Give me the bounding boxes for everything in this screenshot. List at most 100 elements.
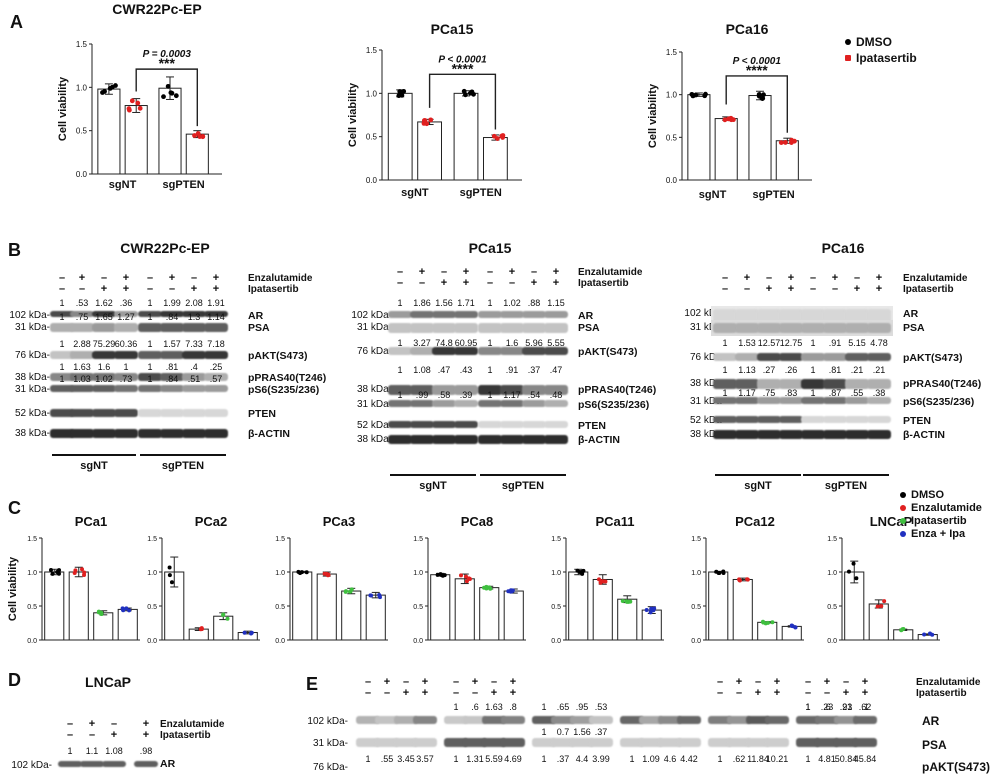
ipa-sign: + xyxy=(142,729,150,741)
treatment-label-enzalutamide: Enzalutamide xyxy=(903,273,968,284)
protein-band xyxy=(182,409,206,417)
quantification-value: .26 xyxy=(784,365,798,375)
enza-sign: – xyxy=(486,266,494,278)
molecular-weight-marker: 31 kDa- xyxy=(14,384,50,395)
legend-label: Ipatasertib xyxy=(856,51,917,65)
data-point xyxy=(765,620,770,625)
bar xyxy=(775,140,799,181)
ipatasertib-marker-icon xyxy=(900,517,906,524)
bar xyxy=(93,612,114,641)
protein-band xyxy=(410,347,434,355)
protein-band xyxy=(867,323,891,333)
protein-band xyxy=(500,311,524,318)
treatment-label-enzalutamide: Enzalutamide xyxy=(248,273,313,284)
data-point xyxy=(930,632,935,637)
protein-band xyxy=(356,738,380,747)
data-point xyxy=(756,92,762,97)
quantification-value: .21 xyxy=(872,365,886,375)
data-point xyxy=(249,630,254,635)
data-point xyxy=(491,133,497,139)
y-tick-label: 1.5 xyxy=(666,48,678,57)
bar xyxy=(68,571,89,641)
protein-band xyxy=(70,373,94,381)
protein-band xyxy=(482,738,506,747)
quantification-value: 1.09 xyxy=(642,754,660,764)
protein-band xyxy=(58,761,82,767)
quantification-value: 1.6 xyxy=(505,338,519,348)
protein-band xyxy=(853,738,877,747)
data-point xyxy=(349,587,354,592)
group-underline xyxy=(140,454,226,456)
enza-sign: – xyxy=(809,272,817,284)
enza-sign: + xyxy=(471,676,479,688)
quantification-value: 75.29 xyxy=(92,339,116,349)
data-point xyxy=(135,100,141,106)
protein-band xyxy=(182,385,206,392)
data-point xyxy=(875,604,880,609)
protein-band xyxy=(204,385,228,392)
protein-band xyxy=(478,400,502,407)
blot-pca16: PCa16– – + – – + + + – – + – – + + + Enzalutamide Ipatase… xyxy=(665,238,1000,492)
y-tick-label: 1.0 xyxy=(413,570,423,577)
bar xyxy=(641,609,662,641)
protein-band xyxy=(708,738,732,747)
data-point xyxy=(167,573,172,578)
quantification-value: .95 xyxy=(575,702,589,712)
data-point xyxy=(428,117,434,123)
group-label: sgPTEN xyxy=(501,480,545,492)
protein-band xyxy=(570,738,594,747)
data-point xyxy=(782,140,788,145)
quantification-value: .58 xyxy=(437,390,451,400)
group-underline xyxy=(390,474,476,476)
protein-band xyxy=(70,351,94,359)
ipa-sign: + xyxy=(773,687,781,699)
protein-band xyxy=(50,351,74,359)
chart-title: PCa8 xyxy=(461,514,494,529)
quantification-value: 1.08 xyxy=(105,746,123,756)
y-tick-label: 0.0 xyxy=(413,638,423,645)
data-point xyxy=(439,572,444,577)
molecular-weight-marker: 102 kDa- xyxy=(351,310,392,321)
y-tick-label: 0.0 xyxy=(147,638,157,645)
protein-band xyxy=(70,323,94,332)
quantification-value: 1 xyxy=(59,312,65,322)
ipa-sign: – xyxy=(66,729,74,741)
protein-band xyxy=(500,347,524,355)
quantification-value: 5.15 xyxy=(848,338,866,348)
protein-band xyxy=(114,409,138,417)
quantification-value: 1.13 xyxy=(738,365,756,375)
ipa-sign: – xyxy=(418,277,426,289)
quantification-value: .47 xyxy=(437,365,451,375)
data-point xyxy=(737,577,742,582)
bar xyxy=(124,105,148,175)
protein-band xyxy=(757,323,781,333)
protein-band xyxy=(478,421,502,428)
enzalutamide-marker-icon xyxy=(900,504,906,511)
treatment-label-enzalutamide: Enzalutamide xyxy=(160,719,225,730)
quantification-value: 2.08 xyxy=(185,298,203,308)
protein-band xyxy=(388,400,412,407)
bar xyxy=(454,578,475,641)
category-label: sgNT xyxy=(699,189,727,201)
bar xyxy=(479,587,500,641)
protein-band xyxy=(735,353,759,361)
quantification-value: 10.21 xyxy=(765,754,789,764)
y-tick-label: 0.5 xyxy=(827,604,837,611)
y-tick-label: 1.0 xyxy=(366,89,378,98)
protein-band xyxy=(50,311,74,317)
group-label: sgNT xyxy=(744,480,772,492)
protein-label: AR xyxy=(922,714,940,728)
protein-band xyxy=(522,435,546,444)
bar xyxy=(365,594,386,641)
ipa-sign: + xyxy=(787,283,795,295)
quantification-value: .99 xyxy=(415,390,429,400)
y-tick-label: 0.0 xyxy=(551,638,561,645)
protein-band xyxy=(160,351,184,359)
data-point xyxy=(120,607,125,612)
protein-band xyxy=(50,323,74,332)
ipa-sign: + xyxy=(853,283,861,295)
protein-band xyxy=(823,397,847,404)
protein-band xyxy=(478,435,502,444)
legend-label: DMSO xyxy=(856,35,892,49)
bar xyxy=(341,590,362,641)
